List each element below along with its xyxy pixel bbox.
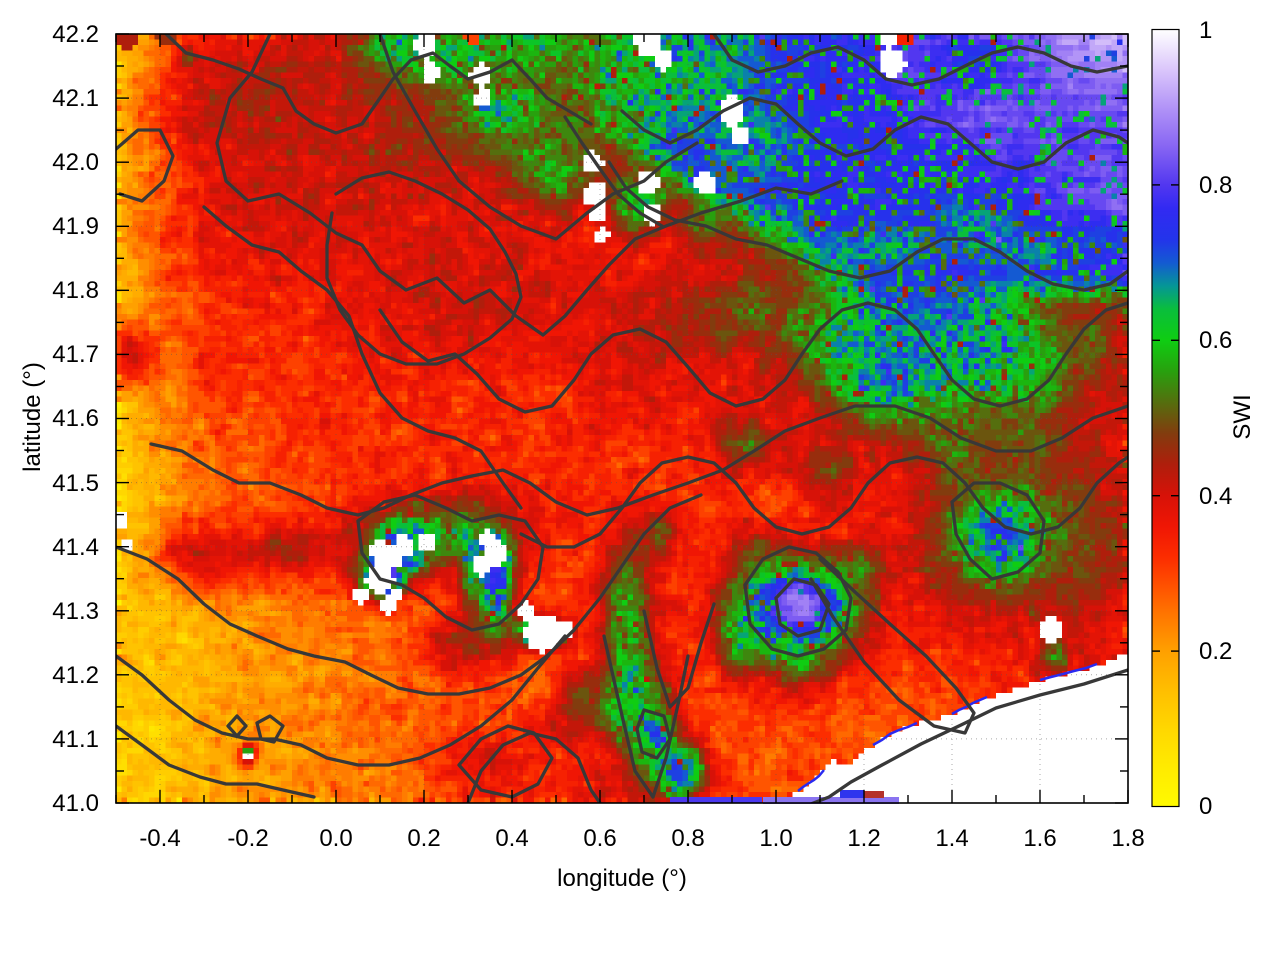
svg-text:latitude (°): latitude (°): [19, 362, 46, 472]
svg-text:42.1: 42.1: [52, 85, 99, 112]
svg-text:0.6: 0.6: [1199, 327, 1232, 354]
svg-text:41.3: 41.3: [52, 598, 99, 625]
svg-text:41.5: 41.5: [52, 470, 99, 497]
svg-text:41.9: 41.9: [52, 213, 99, 240]
svg-text:1.8: 1.8: [1111, 825, 1144, 852]
svg-text:1.4: 1.4: [935, 825, 968, 852]
svg-text:41.2: 41.2: [52, 662, 99, 689]
svg-text:0.6: 0.6: [583, 825, 616, 852]
svg-text:0.4: 0.4: [1199, 483, 1232, 510]
svg-text:41.7: 41.7: [52, 341, 99, 368]
svg-text:41.0: 41.0: [52, 790, 99, 817]
svg-text:1.6: 1.6: [1023, 825, 1056, 852]
svg-text:-0.2: -0.2: [227, 825, 268, 852]
svg-text:41.4: 41.4: [52, 534, 99, 561]
svg-text:1.2: 1.2: [847, 825, 880, 852]
svg-text:0.8: 0.8: [671, 825, 704, 852]
svg-text:0: 0: [1199, 793, 1212, 820]
svg-text:0.4: 0.4: [495, 825, 528, 852]
svg-text:0.2: 0.2: [407, 825, 440, 852]
svg-text:longitude (°): longitude (°): [557, 865, 687, 892]
svg-text:41.6: 41.6: [52, 405, 99, 432]
svg-text:-0.4: -0.4: [139, 825, 180, 852]
svg-text:41.8: 41.8: [52, 277, 99, 304]
svg-text:0.0: 0.0: [319, 825, 352, 852]
svg-text:1: 1: [1199, 17, 1212, 44]
svg-text:SWI: SWI: [1229, 394, 1256, 439]
svg-text:0.8: 0.8: [1199, 172, 1232, 199]
svg-text:1.0: 1.0: [759, 825, 792, 852]
svg-text:42.2: 42.2: [52, 21, 99, 48]
svg-text:41.1: 41.1: [52, 726, 99, 753]
svg-text:42.0: 42.0: [52, 149, 99, 176]
svg-text:0.2: 0.2: [1199, 638, 1232, 665]
